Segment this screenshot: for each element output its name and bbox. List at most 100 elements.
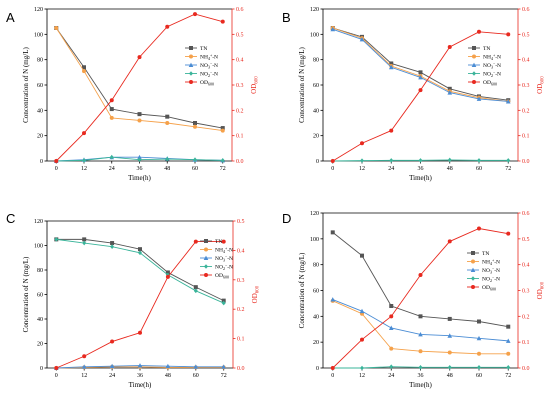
data-point — [165, 274, 170, 279]
legend-marker — [189, 46, 193, 50]
data-point — [330, 297, 336, 302]
data-point — [389, 314, 394, 319]
x-tick-label: 12 — [359, 166, 365, 172]
y-tick-label: 60 — [37, 293, 43, 299]
x-tick-label: 36 — [137, 166, 143, 172]
x-tick-label: 60 — [476, 166, 482, 172]
data-point — [54, 366, 59, 370]
data-point — [137, 112, 142, 117]
data-point — [477, 351, 481, 356]
y-tick-label: 100 — [310, 32, 319, 38]
data-point — [477, 158, 481, 163]
data-point — [389, 304, 394, 308]
y-tick-label: 0 — [40, 366, 43, 372]
panel-letter: B — [282, 10, 291, 25]
data-point — [389, 364, 394, 370]
data-point — [418, 70, 423, 75]
y2-tick-label: 0.2 — [236, 108, 244, 114]
y2-tick-label: 0.3 — [522, 289, 530, 295]
series-line — [56, 241, 224, 369]
data-point — [221, 239, 226, 244]
x-axis-title: Time(h) — [129, 381, 152, 389]
y2-tick-label: 0.2 — [237, 307, 245, 313]
series-4 — [330, 29, 511, 163]
data-point — [447, 350, 452, 355]
data-point — [110, 241, 115, 246]
data-point — [330, 366, 335, 370]
legend-marker — [471, 259, 475, 264]
data-point — [389, 346, 394, 351]
data-point — [360, 141, 364, 146]
legend-label: NH4+-N — [215, 246, 233, 255]
legend-marker — [472, 80, 476, 84]
legend-label: NO2−-N — [482, 275, 500, 284]
data-point — [476, 335, 482, 341]
data-point — [110, 244, 115, 250]
data-point — [389, 158, 394, 163]
y2-tick-label: 0.5 — [237, 219, 245, 225]
x-tick-label: 48 — [165, 373, 171, 379]
data-point — [109, 98, 114, 103]
y-tick-label: 100 — [34, 244, 43, 250]
legend-marker — [204, 239, 208, 243]
series-2 — [330, 26, 511, 104]
y2-tick-label: 0.0 — [236, 159, 244, 165]
data-point — [165, 270, 170, 275]
legend-label: NO3−-N — [215, 254, 233, 263]
legend-label: OD600 — [215, 273, 229, 280]
data-point — [137, 363, 143, 368]
data-point — [193, 124, 197, 129]
legend-marker — [472, 71, 476, 76]
data-point — [54, 159, 59, 163]
y2-tick-label: 0.0 — [522, 366, 530, 372]
x-tick-label: 60 — [193, 373, 199, 379]
y2-tick-label: 0.1 — [237, 337, 245, 343]
y2-axis-title: OD600 — [536, 281, 546, 299]
data-point — [418, 365, 423, 370]
y-tick-label: 0 — [40, 159, 43, 165]
y-tick-label: 100 — [310, 237, 319, 243]
data-point — [82, 69, 86, 74]
x-tick-label: 24 — [388, 373, 394, 379]
data-point — [447, 239, 452, 244]
data-point — [221, 298, 226, 303]
data-point — [165, 114, 170, 119]
y2-tick-label: 0.4 — [236, 58, 244, 64]
y2-tick-label: 0.4 — [522, 263, 530, 269]
y-tick-label: 20 — [37, 342, 43, 348]
series-line — [55, 13, 223, 162]
legend-label: OD600 — [483, 80, 497, 87]
x-tick-label: 0 — [331, 373, 334, 379]
y2-tick-label: 0.5 — [522, 32, 530, 38]
y-tick-label: 40 — [37, 108, 43, 114]
data-point — [138, 330, 142, 335]
y-tick-label: 60 — [313, 289, 319, 295]
data-point — [82, 240, 87, 246]
series-1 — [54, 26, 225, 133]
data-point — [165, 363, 171, 369]
data-point — [505, 99, 511, 104]
x-tick-label: 48 — [447, 373, 453, 379]
data-point — [137, 154, 142, 160]
y-tick-label: 80 — [37, 58, 43, 64]
y2-tick-label: 0.3 — [522, 83, 530, 89]
data-point — [193, 121, 197, 125]
legend-label: NO3−-N — [482, 266, 500, 275]
series-3 — [330, 157, 511, 164]
data-point — [82, 354, 87, 359]
y-tick-label: 20 — [313, 340, 319, 346]
data-point — [220, 126, 225, 131]
data-point — [506, 365, 511, 370]
y2-tick-label: 0.6 — [522, 211, 530, 217]
series-4 — [54, 12, 225, 163]
data-point — [418, 332, 423, 337]
series-line — [332, 228, 509, 369]
data-point — [81, 364, 87, 369]
y2-tick-label: 0.0 — [522, 159, 530, 165]
data-point — [330, 159, 335, 163]
y2-tick-label: 0.1 — [522, 340, 530, 346]
y2-tick-label: 0.0 — [237, 366, 245, 372]
x-tick-label: 0 — [331, 166, 334, 172]
y2-tick-label: 0.2 — [522, 108, 530, 114]
